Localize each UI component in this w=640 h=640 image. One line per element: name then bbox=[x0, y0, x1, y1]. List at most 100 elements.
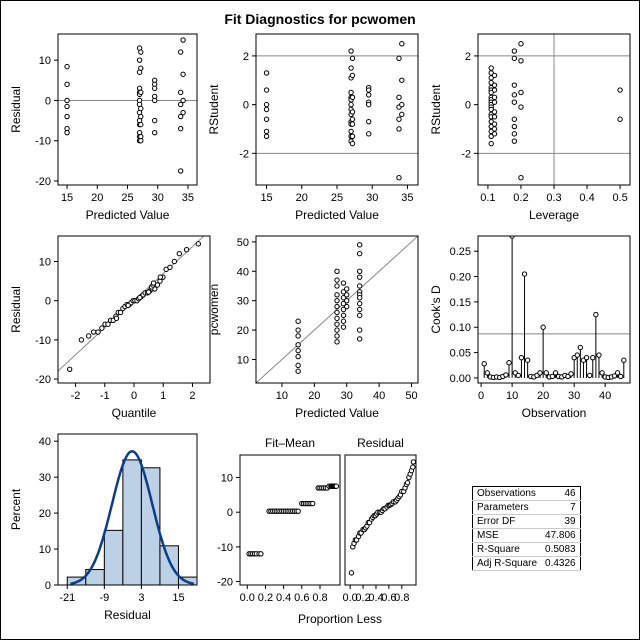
data-point bbox=[295, 347, 301, 354]
data-point bbox=[518, 89, 524, 96]
data-point bbox=[365, 87, 372, 93]
data-point bbox=[99, 325, 105, 331]
marks-rstud_lev bbox=[478, 34, 630, 185]
data-point bbox=[356, 242, 363, 248]
y-tick-label: -10 bbox=[35, 136, 51, 148]
marks-obs_pred bbox=[256, 236, 418, 383]
data-point bbox=[491, 87, 498, 93]
data-point bbox=[349, 55, 356, 62]
x-tick-label: 40 bbox=[599, 390, 611, 402]
data-point bbox=[356, 306, 363, 313]
data-point bbox=[481, 361, 487, 367]
x-tick-label: 0 bbox=[131, 390, 137, 402]
data-point bbox=[180, 71, 186, 77]
marks-cooks bbox=[478, 236, 630, 381]
marks-rstud_pred bbox=[256, 41, 418, 181]
shared-xlabel: Proportion Less bbox=[298, 612, 382, 626]
data-point bbox=[356, 300, 363, 307]
y-tick-label: 30 bbox=[39, 472, 51, 484]
data-point bbox=[511, 116, 518, 122]
data-point bbox=[85, 333, 92, 339]
data-point bbox=[511, 131, 518, 137]
data-point bbox=[410, 464, 416, 470]
data-point bbox=[574, 352, 580, 358]
data-point bbox=[511, 48, 518, 54]
x-tick-label: 30 bbox=[152, 192, 164, 204]
data-point bbox=[263, 70, 270, 76]
stats-row: Observations 46 bbox=[472, 486, 581, 501]
data-point bbox=[64, 63, 70, 70]
data-point bbox=[177, 89, 184, 96]
y-tick-label: 0.00 bbox=[450, 373, 471, 385]
data-point bbox=[334, 327, 340, 333]
data-point bbox=[151, 129, 158, 136]
chart-title: Fit Diagnostics for pcwomen bbox=[224, 11, 415, 27]
data-point bbox=[552, 370, 559, 376]
data-point bbox=[593, 311, 599, 318]
y-tick-label: 0 bbox=[45, 95, 51, 107]
panel-cooks: 0 10 20 30 40 0.00 0.05 0.10 0.15 0.20 0.25 Observa… bbox=[429, 235, 631, 420]
x-tick-label: 3 bbox=[138, 592, 144, 604]
y-tick-label: 2 bbox=[465, 51, 471, 63]
y-tick-label: 50 bbox=[237, 237, 249, 249]
y-tick-label: 0.20 bbox=[450, 272, 471, 284]
data-point bbox=[404, 480, 411, 486]
data-point bbox=[511, 138, 518, 144]
data-point bbox=[511, 99, 518, 105]
y-tick-label: 40 bbox=[237, 266, 249, 278]
data-point bbox=[295, 318, 301, 324]
data-point bbox=[518, 354, 525, 361]
x-tick-label: 0.6 bbox=[294, 592, 309, 604]
data-point bbox=[340, 300, 347, 307]
stats-label: Observations bbox=[472, 486, 542, 501]
data-point bbox=[138, 105, 144, 112]
data-point bbox=[137, 294, 143, 301]
y-tick-label: 40 bbox=[39, 436, 51, 448]
data-point bbox=[518, 174, 524, 181]
stats-value: 39 bbox=[541, 514, 581, 529]
data-point bbox=[583, 354, 590, 361]
x-tick-label: 40 bbox=[373, 390, 385, 402]
data-point bbox=[515, 372, 522, 379]
stats-label: MSE bbox=[472, 528, 542, 543]
data-point bbox=[365, 92, 372, 98]
data-point bbox=[340, 306, 347, 313]
data-point bbox=[334, 315, 340, 322]
data-point bbox=[138, 113, 144, 120]
plot-frame bbox=[255, 33, 419, 186]
x-tick-label: 30 bbox=[568, 390, 580, 402]
data-point bbox=[340, 318, 347, 324]
y-tick-label: 2 bbox=[243, 51, 249, 63]
data-point bbox=[549, 373, 556, 380]
data-point bbox=[537, 370, 543, 376]
data-point bbox=[491, 72, 498, 79]
marks-hist bbox=[66, 450, 197, 585]
y-tick-label: 0 bbox=[45, 296, 51, 308]
x-tick-label: 0.4 bbox=[368, 592, 383, 604]
x-axis-label: Observation bbox=[522, 406, 587, 420]
data-point bbox=[263, 116, 270, 122]
x-tick-label: 35 bbox=[401, 192, 413, 204]
data-point bbox=[151, 117, 158, 124]
x-tick-label: 30 bbox=[366, 192, 378, 204]
data-point bbox=[180, 37, 186, 43]
data-point bbox=[64, 97, 70, 104]
data-point bbox=[491, 131, 498, 137]
data-point bbox=[295, 368, 301, 374]
data-point bbox=[340, 295, 347, 301]
data-point bbox=[491, 82, 498, 88]
y-tick-label: 10 bbox=[221, 473, 233, 485]
data-point bbox=[183, 247, 190, 253]
data-point bbox=[263, 133, 270, 139]
panel-title: Residual bbox=[357, 436, 404, 450]
data-point bbox=[596, 352, 602, 358]
stats-label: Parameters bbox=[472, 500, 542, 515]
data-point bbox=[334, 277, 340, 283]
data-point bbox=[396, 174, 402, 181]
data-point bbox=[399, 41, 405, 47]
data-point bbox=[263, 128, 270, 135]
panel-residspread: 0.00.20.40.60.8 Residual bbox=[343, 436, 417, 604]
data-point bbox=[334, 297, 340, 304]
data-point bbox=[263, 106, 270, 113]
reference-line bbox=[256, 236, 418, 383]
